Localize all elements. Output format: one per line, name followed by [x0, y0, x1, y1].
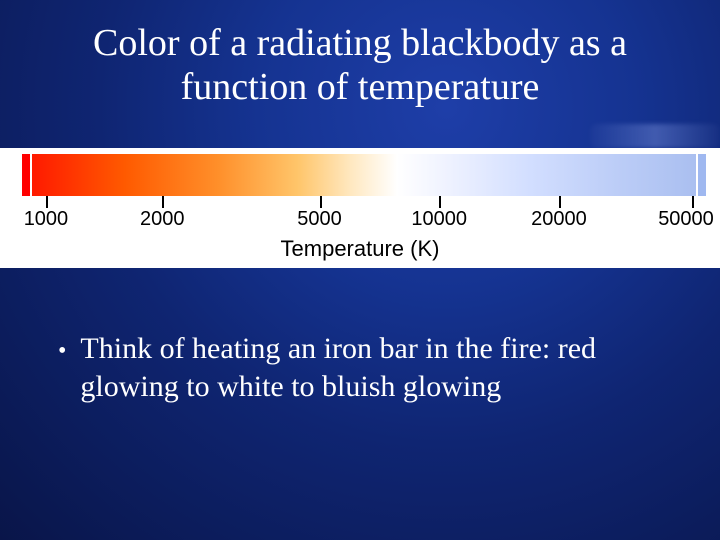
- tick-label: 2000: [140, 208, 185, 231]
- bullet-list: • Think of heating an iron bar in the fi…: [58, 330, 680, 405]
- color-bar-endcap-left: [22, 154, 30, 196]
- tick-mark: [439, 196, 441, 208]
- tick-label: 5000: [297, 208, 342, 231]
- tick-mark: [559, 196, 561, 208]
- tick-mark: [692, 196, 694, 208]
- tick-label: 1000: [24, 208, 69, 231]
- tick-label: 50000: [658, 208, 714, 231]
- color-bar-endcap-right: [698, 154, 706, 196]
- tick-labels-row: 1000 2000 5000 10000 20000 50000: [0, 208, 720, 236]
- bullet-icon: •: [58, 336, 66, 366]
- slide: Color of a radiating blackbody as a func…: [0, 0, 720, 540]
- color-bar: [22, 154, 706, 196]
- decorative-accent: [590, 124, 720, 148]
- axis-title: Temperature (K): [0, 236, 720, 262]
- list-item: • Think of heating an iron bar in the fi…: [58, 330, 680, 405]
- color-bar-gradient: [32, 154, 696, 196]
- page-title: Color of a radiating blackbody as a func…: [50, 22, 670, 109]
- tick-mark: [46, 196, 48, 208]
- tick-mark: [162, 196, 164, 208]
- bullet-text: Think of heating an iron bar in the fire…: [80, 330, 680, 405]
- tick-mark: [320, 196, 322, 208]
- tick-label: 20000: [531, 208, 587, 231]
- tick-label: 10000: [411, 208, 467, 231]
- temperature-colorscale-chart: 1000 2000 5000 10000 20000 50000 Temperature …: [0, 148, 720, 268]
